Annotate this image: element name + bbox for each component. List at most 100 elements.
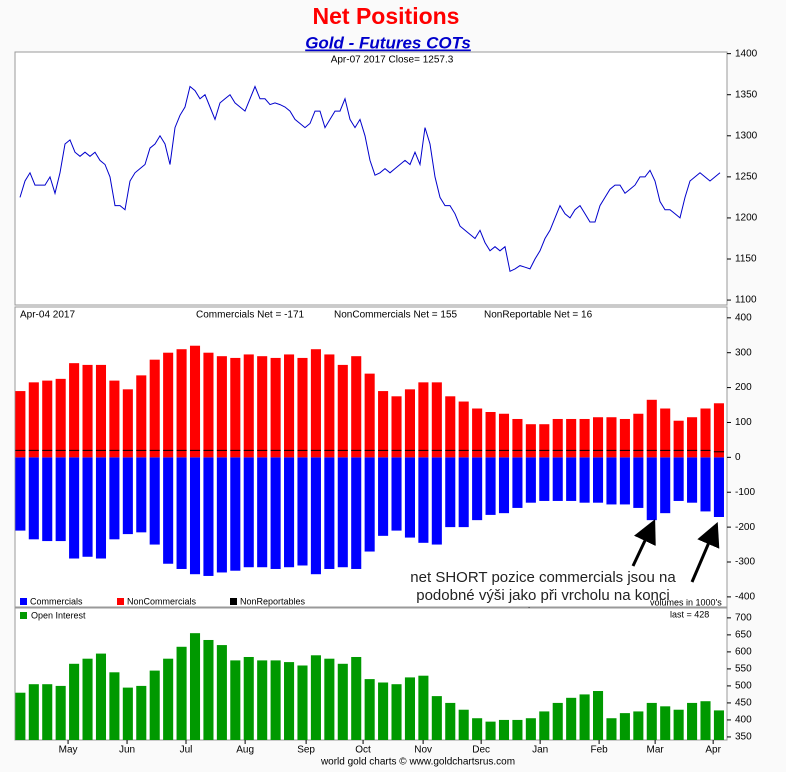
bar [163,352,174,458]
bar [149,457,160,545]
bar [310,349,321,458]
bar [324,457,335,569]
bar [351,356,362,458]
bar [472,718,483,740]
bar [28,382,39,458]
x-tick-label: Jan [532,745,548,756]
bar [525,424,536,458]
x-tick-label: Sep [297,745,315,756]
bar [95,653,107,740]
bar [42,380,53,458]
bar [700,701,711,740]
bar [566,418,577,458]
y-tick-label: 600 [735,647,752,658]
bar [485,457,496,515]
bar [297,457,308,566]
bar [122,389,133,458]
bar [552,457,563,501]
bar [687,702,698,740]
bar [163,658,174,740]
x-tick-label: Jun [119,745,135,756]
bar [284,457,295,568]
x-tick-label: Feb [590,745,608,756]
comment: podobné výši jako při vrcholu na konci [416,587,669,604]
bar [525,457,536,503]
y-tick-label: 650 [735,630,752,641]
plots: 1100 1150 1200 1250 1300 1350 1400 Apr-07 2017 … [14,48,758,768]
bar [136,375,147,458]
bar [28,457,39,540]
bar [485,721,496,740]
bar [445,702,456,740]
chart-subtitle: Gold - Futures COTs [305,33,471,52]
bar [700,408,711,458]
bar [673,709,684,740]
bar [606,718,617,740]
bar [687,417,698,458]
bar [203,457,214,576]
bar [539,457,550,501]
x-tick-label: May [59,745,78,756]
bar [149,359,160,458]
legend-label: NonReportables [240,596,306,606]
bar [579,694,590,740]
bar [176,646,187,740]
bar [270,660,281,740]
bar [445,457,456,528]
bar [579,457,590,503]
x-tick-label: Apr [705,745,721,756]
bar [15,692,26,740]
legend-swatch [230,598,237,605]
bar [270,457,281,569]
bar [498,457,510,514]
y-tick-label: 1150 [735,254,757,265]
legend-swatch [20,612,27,619]
y-tick-label: 500 [735,681,752,692]
bar [700,457,711,512]
info-text: Commercials Net = -171 [196,310,305,321]
bar [82,364,93,458]
x-tick-label: Mar [647,745,665,756]
x-tick-label: Aug [236,745,254,756]
bar [592,457,604,503]
bar [633,413,644,458]
bar [243,656,254,740]
bar [163,457,174,564]
bar [122,457,133,535]
legend-swatch [20,598,27,605]
bar [660,408,671,458]
bar [418,382,429,458]
bar [431,696,442,740]
price-line [19,85,721,273]
bar [673,420,684,458]
bar [136,457,147,533]
bar [337,364,348,458]
bar [592,691,604,740]
bar [216,356,227,458]
y-tick-label: 0 [735,452,741,463]
bar [122,687,133,740]
y-tick-label: -300 [735,557,755,568]
y-tick-label: 200 [735,382,752,393]
y-tick-label: 300 [735,347,752,358]
bar [230,457,241,571]
bar [633,711,644,740]
bar [378,391,389,458]
bar [539,711,550,740]
bar [109,457,120,540]
bar [270,357,281,458]
bar [310,457,321,575]
bar [351,457,362,569]
bar [15,391,26,458]
bar [203,352,214,458]
y-tick-label: 400 [735,715,752,726]
bar [230,660,241,740]
bar [109,672,120,740]
x-tick-label: Dec [472,745,490,756]
y-tick-label: 450 [735,698,752,709]
y-tick-label: -100 [735,487,755,498]
bar [82,457,93,557]
bar [646,399,657,458]
bar [216,645,227,740]
bar [257,457,268,568]
